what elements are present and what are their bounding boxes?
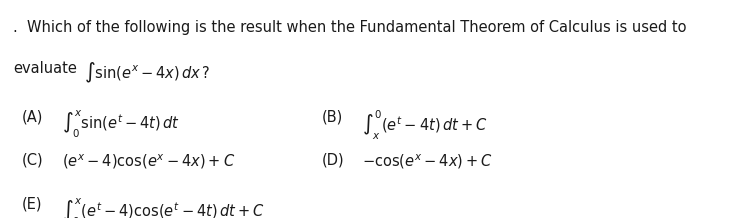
Text: evaluate: evaluate	[13, 61, 77, 76]
Text: $\int \sin(e^x - 4x)\,dx\,?$: $\int \sin(e^x - 4x)\,dx\,?$	[84, 61, 211, 85]
Text: $-\cos(e^x - 4x) + C$: $-\cos(e^x - 4x) + C$	[362, 153, 493, 171]
Text: $(e^x - 4)\cos(e^x - 4x) + C$: $(e^x - 4)\cos(e^x - 4x) + C$	[62, 153, 235, 171]
Text: $\int_0^x (e^t - 4)\cos(e^t - 4t)\,dt + C$: $\int_0^x (e^t - 4)\cos(e^t - 4t)\,dt + …	[62, 196, 265, 218]
Text: $\int_x^0 (e^t - 4t)\,dt + C$: $\int_x^0 (e^t - 4t)\,dt + C$	[362, 109, 487, 142]
Text: (A): (A)	[22, 109, 43, 124]
Text: (E): (E)	[22, 196, 42, 211]
Text: (D): (D)	[322, 153, 344, 168]
Text: .  Which of the following is the result when the Fundamental Theorem of Calculus: . Which of the following is the result w…	[13, 20, 686, 35]
Text: (B): (B)	[322, 109, 343, 124]
Text: (C): (C)	[22, 153, 44, 168]
Text: $\int_0^x \sin(e^t - 4t)\,dt$: $\int_0^x \sin(e^t - 4t)\,dt$	[62, 109, 181, 140]
